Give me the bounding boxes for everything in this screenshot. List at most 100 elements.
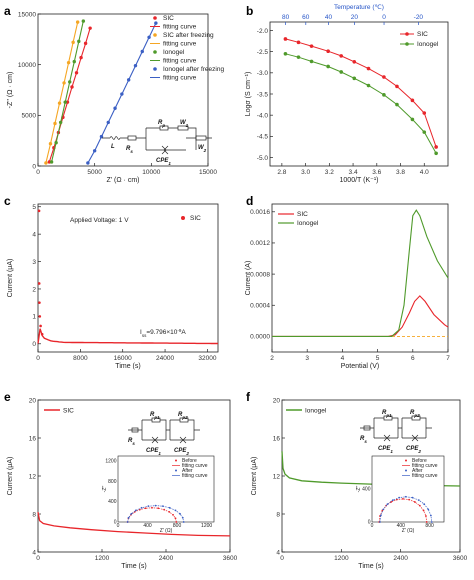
- x-axis-c-tick-label: 0: [36, 355, 40, 362]
- warburg-W2: [195, 135, 207, 141]
- resistor-Rp2-e: [179, 417, 189, 423]
- circuit-label-Rp1-f: Rp1: [382, 410, 392, 418]
- data-point-a: [49, 160, 54, 164]
- inset-point-f: [425, 521, 428, 523]
- x-axis-b-tick-label: 3.4: [349, 169, 358, 176]
- resistor-Rp: [159, 125, 169, 131]
- circuit-label-Rp2-f: Rp2: [410, 410, 420, 418]
- y-axis-f-tick-label: 20: [273, 397, 281, 404]
- data-point-a: [79, 55, 83, 60]
- data-point-b: [434, 151, 438, 156]
- x-axis-b-tick-label: 3.6: [372, 169, 381, 176]
- y-axis-a-tick-label: 0: [32, 163, 36, 170]
- y-axis-title-d: Current (A): [245, 261, 252, 296]
- inset-point-e: [154, 504, 157, 507]
- inset-legend-label-e: fitting curve: [182, 473, 208, 479]
- inset-point-f: [423, 503, 426, 506]
- y-axis-d-tick-label: 0.0012: [250, 240, 270, 247]
- x-axis-a-tick-label: 10000: [142, 169, 160, 176]
- data-point-b: [283, 37, 288, 41]
- data-point-b: [395, 102, 399, 107]
- inset-y-title-e: -Z'': [102, 486, 108, 493]
- legend-marker-a: [153, 16, 157, 20]
- inset-legend-label-f: After: [412, 468, 423, 474]
- data-point-a: [44, 161, 48, 165]
- inset-x-title-e: Z' (Ω): [160, 528, 173, 534]
- circuit-label-Rs: Rs: [126, 146, 133, 154]
- top-axis-tick-label-b: 80: [282, 14, 290, 21]
- resistor-Rs-f: [363, 425, 371, 431]
- inset-point-f: [379, 514, 382, 517]
- y-axis-a-tick-label: 10000: [18, 62, 36, 69]
- x-axis-c-tick-label: 32000: [198, 355, 216, 362]
- circuit-label-CPE: CPE1: [156, 158, 171, 166]
- inset-x-tick-e: 1200: [201, 523, 212, 529]
- inset-legend-label-e: Before: [182, 458, 197, 464]
- inset-x-title-f: Z' (Ω): [402, 528, 415, 534]
- inset-point-f: [411, 496, 414, 499]
- inset-point-f: [395, 498, 398, 501]
- data-point-a: [99, 134, 104, 139]
- fit-line-2: [51, 20, 84, 163]
- x-axis-b-tick-label: 3.8: [396, 169, 405, 176]
- inset-point-f: [382, 508, 385, 511]
- inset-point-e: [179, 512, 181, 515]
- x-axis-c-tick-label: 24000: [156, 355, 174, 362]
- inset-point-f: [404, 495, 407, 498]
- current-trace-c: [37, 328, 218, 345]
- current-trace-e: [37, 511, 231, 537]
- y-axis-e-tick-label: 20: [29, 397, 37, 404]
- legend-marker-a: [153, 67, 157, 71]
- inset-point-f: [427, 508, 430, 511]
- y-axis-e-tick-label: 4: [32, 549, 36, 556]
- x-axis-f-tick-label: 2400: [393, 555, 408, 562]
- inset-point-f: [425, 515, 427, 517]
- inset-x-tick-e: 400: [143, 523, 152, 529]
- legend-label-e: SIC: [63, 408, 74, 415]
- data-point-c: [40, 332, 44, 336]
- data-point-b: [395, 84, 399, 89]
- top-axis-tick-label-b: 0: [382, 14, 386, 21]
- circuit-label-Rp: Rp: [158, 120, 165, 128]
- data-point-b: [326, 49, 330, 54]
- legend-label-a: SIC: [163, 15, 174, 22]
- inset-point-e: [147, 505, 150, 508]
- data-point-a: [147, 35, 151, 40]
- data-point-a: [120, 92, 124, 96]
- y-axis-d-tick-label: 0.0008: [250, 271, 270, 278]
- inset-x-tick-f: 0: [371, 523, 374, 529]
- top-axis-tick-label-b: 20: [351, 14, 359, 21]
- inset-point-e: [157, 507, 160, 510]
- circuit-label-Rp1-e: Rp1: [150, 412, 160, 420]
- data-point-b: [366, 83, 371, 88]
- data-point-a: [70, 85, 74, 89]
- data-point-c: [37, 209, 41, 213]
- inset-point-e: [140, 506, 143, 509]
- legend-label-c: SIC: [190, 215, 201, 222]
- y-axis-c-tick-label: 1: [32, 314, 36, 321]
- data-point-a: [71, 40, 75, 45]
- circuit-label-W1: W1: [180, 120, 189, 128]
- inset-point-e: [174, 509, 177, 512]
- x-axis-d-tick-label: 7: [446, 355, 450, 362]
- axes-c: [37, 203, 219, 353]
- data-point-a: [154, 21, 158, 25]
- series-line-b-1: [285, 53, 437, 154]
- inset-legend-marker-f: [405, 459, 407, 462]
- inset-point-e: [163, 508, 166, 511]
- x-axis-title-d: Potential (V): [341, 363, 380, 370]
- x-axis-title-f: Time (s): [358, 563, 383, 570]
- inset-point-e: [151, 506, 153, 509]
- inset-legend-marker-e: [175, 469, 177, 472]
- inset-legend-label-f: fitting curve: [412, 473, 438, 479]
- legend-label-a: Ionogel after freezing: [163, 66, 224, 73]
- legend-marker-a: [153, 50, 157, 54]
- legend-marker-b: [405, 32, 409, 36]
- legend-label-a: Ionogel: [163, 49, 185, 56]
- legend-marker-a: [153, 33, 157, 37]
- panel-label-c: c: [4, 194, 11, 208]
- top-axis-title-b: Temperature (℃): [334, 4, 384, 11]
- y-axis-c-tick-label: 3: [32, 259, 36, 266]
- inset-legend-label-e: fitting curve: [182, 463, 208, 469]
- circuit-label-Rp2-e: Rp2: [178, 412, 188, 420]
